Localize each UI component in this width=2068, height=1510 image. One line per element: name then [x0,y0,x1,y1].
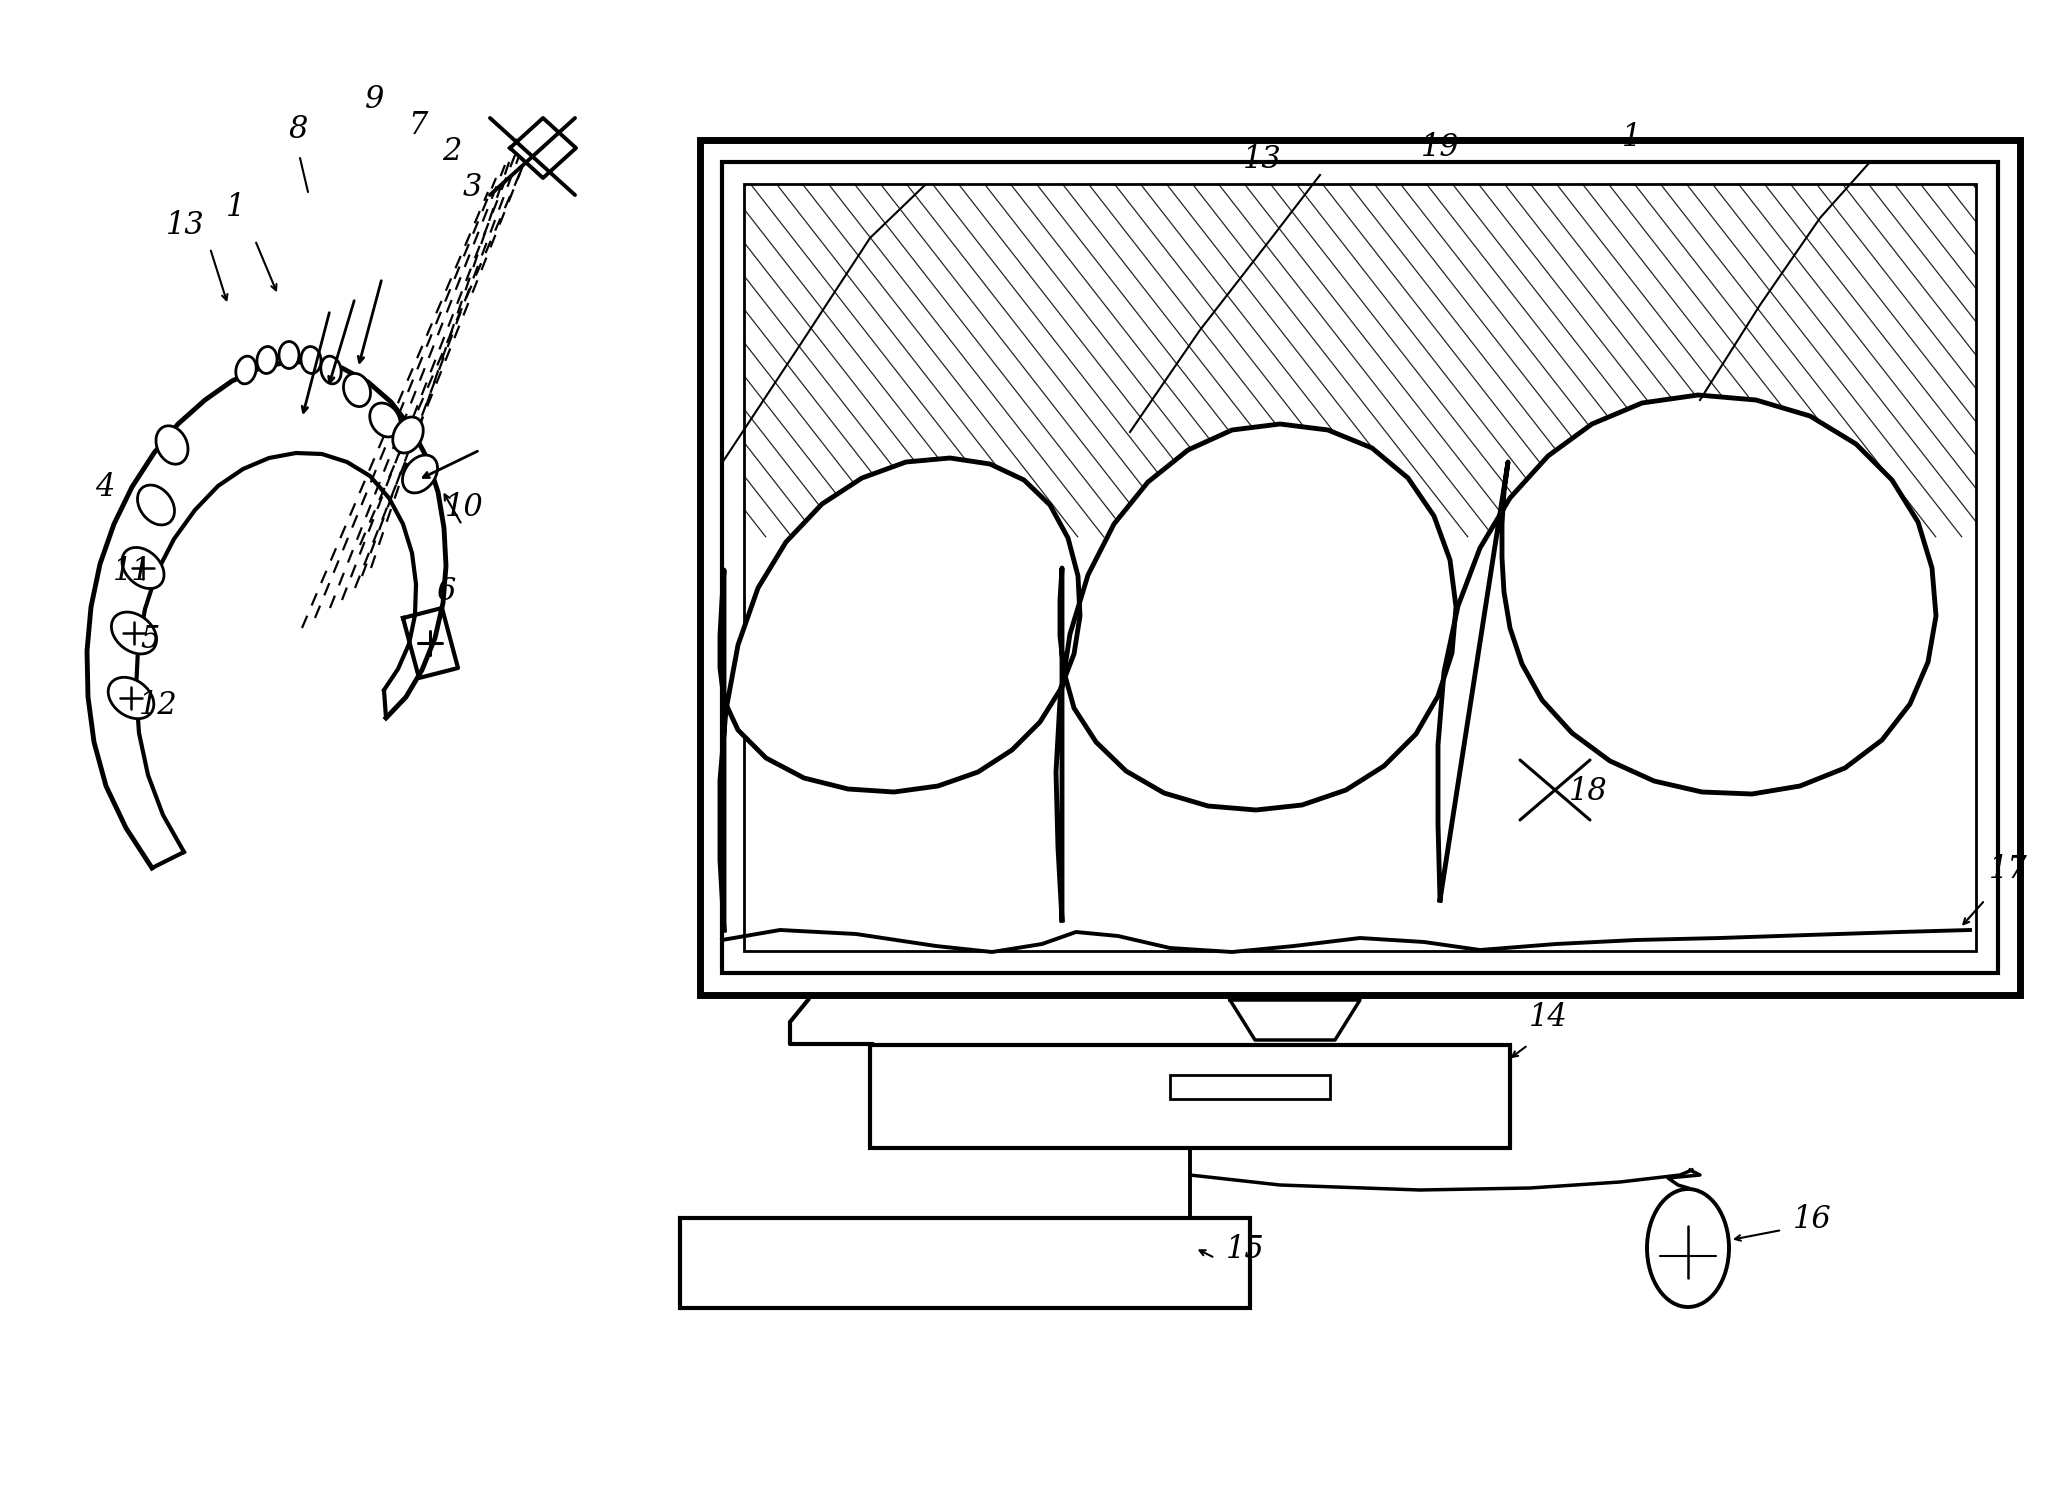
Text: 1: 1 [1621,122,1642,154]
Bar [1170,1075,1330,1099]
Text: 3: 3 [463,172,482,204]
Bar [744,184,1977,951]
Text: 12: 12 [139,690,178,722]
Text: 1: 1 [225,192,246,223]
Text: 9: 9 [366,85,385,115]
Polygon shape [1230,1000,1361,1040]
Ellipse shape [279,341,300,368]
Text: 5: 5 [141,625,159,655]
Text: 17: 17 [1989,855,2027,885]
Text: 18: 18 [1570,776,1607,808]
Text: 14: 14 [1528,1003,1568,1033]
Ellipse shape [370,403,401,436]
Polygon shape [1057,424,1456,920]
Ellipse shape [108,678,153,719]
Polygon shape [511,118,577,178]
Text: 19: 19 [1421,133,1460,163]
Bar [722,162,1998,972]
Text: 10: 10 [445,492,484,524]
Bar [699,140,2020,995]
Ellipse shape [256,346,277,373]
Text: 15: 15 [1226,1235,1264,1265]
Text: 7: 7 [407,110,428,140]
Text: 8: 8 [287,115,308,145]
Ellipse shape [302,346,321,373]
Ellipse shape [236,356,256,384]
Text: 13: 13 [165,210,205,242]
Ellipse shape [321,356,341,384]
Ellipse shape [136,485,174,525]
Ellipse shape [343,373,370,406]
Polygon shape [720,458,1079,930]
Ellipse shape [393,417,424,453]
Text: 2: 2 [443,136,461,168]
Ellipse shape [155,426,188,464]
Text: 16: 16 [1793,1205,1832,1235]
Ellipse shape [112,612,157,654]
Ellipse shape [1646,1188,1729,1308]
Ellipse shape [122,548,163,589]
Text: 13: 13 [1243,145,1282,175]
Text: 6: 6 [436,577,455,607]
Text: 11: 11 [112,557,151,587]
Ellipse shape [403,455,438,492]
Bar [680,1219,1249,1308]
Polygon shape [1437,396,1936,900]
Bar [871,1045,1510,1148]
Text: 4: 4 [95,473,114,503]
